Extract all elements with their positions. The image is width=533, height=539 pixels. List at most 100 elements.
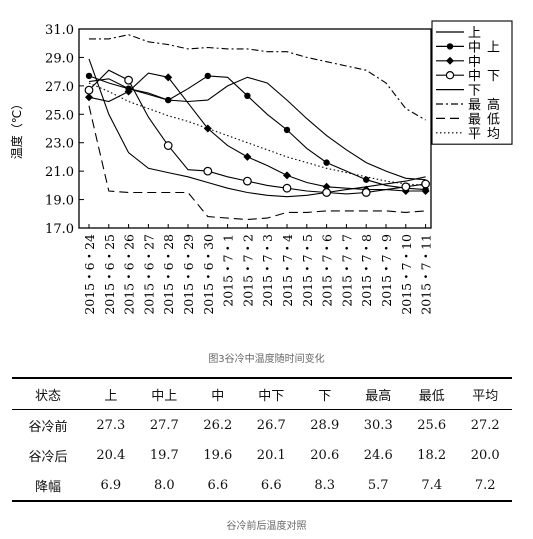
table-cell: 19.7 bbox=[149, 447, 179, 463]
legend-label: 上 bbox=[468, 26, 481, 41]
legend-label: 中上 bbox=[468, 40, 506, 55]
table-cell: 26.2 bbox=[203, 417, 233, 433]
table-header-cell: 状态 bbox=[35, 388, 62, 404]
x-tick-label: 2015・6・25 bbox=[102, 234, 117, 315]
data-point bbox=[282, 183, 292, 193]
table-cell: 20.1 bbox=[256, 447, 286, 463]
legend-marker bbox=[446, 56, 454, 65]
legend-label: 平均 bbox=[468, 127, 506, 142]
x-tick-label: 2015・6・29 bbox=[181, 234, 196, 315]
table-cell: 27.7 bbox=[149, 417, 179, 433]
data-point bbox=[242, 176, 252, 186]
y-tick-label: 17.0 bbox=[45, 222, 74, 237]
data-point bbox=[204, 72, 211, 80]
x-tick-label: 2015・7・7 bbox=[339, 234, 354, 307]
series-line bbox=[88, 75, 426, 191]
table-header-cell: 中下 bbox=[258, 388, 285, 404]
series-line bbox=[88, 69, 426, 195]
data-point bbox=[165, 96, 172, 104]
legend-marker bbox=[445, 70, 455, 80]
table-cell: 27.2 bbox=[470, 417, 500, 433]
data-point bbox=[203, 124, 212, 133]
table-cell: 18.2 bbox=[417, 447, 447, 463]
table-header-cell: 下 bbox=[318, 388, 332, 404]
table-cell: 26.7 bbox=[256, 417, 286, 433]
chart-caption: 图3谷冷中温度随时间变化 bbox=[208, 354, 325, 365]
table-cell: 6.9 bbox=[100, 477, 122, 493]
table-cell: 28.9 bbox=[310, 417, 340, 433]
data-point bbox=[244, 92, 251, 100]
x-tick-label: 2015・7・6 bbox=[320, 234, 335, 307]
table-header-row: 状态 上 中上 中 中下 下 最高 最低 平均 bbox=[12, 378, 512, 410]
table-header-cell: 中上 bbox=[151, 388, 178, 404]
data-point bbox=[361, 188, 371, 197]
table-cell: 7.4 bbox=[421, 477, 443, 493]
y-axis-label: 温度（℃） bbox=[9, 98, 24, 159]
data-point bbox=[124, 75, 134, 85]
data-point bbox=[163, 141, 173, 150]
table-row: 谷冷后 20.4 19.7 19.6 20.1 20.6 24.6 18.2 20.0 bbox=[12, 440, 512, 470]
comparison-table: 状态 上 中上 中 中下 下 最高 最低 平均 谷冷前 27.3 27.7 26.2 26.7 28.9 3… bbox=[12, 377, 512, 502]
data-point bbox=[421, 179, 431, 189]
x-tick-label: 2015・7・2 bbox=[240, 234, 255, 307]
series-line bbox=[88, 82, 426, 186]
x-tick-label: 2015・7・9 bbox=[379, 234, 394, 307]
data-point bbox=[84, 85, 94, 95]
legend-label: 最低 bbox=[468, 112, 506, 127]
table-cell: 20.6 bbox=[310, 447, 340, 463]
x-tick-label: 2015・7・5 bbox=[300, 234, 315, 307]
table-header-cell: 上 bbox=[104, 388, 118, 404]
legend-marker bbox=[446, 43, 454, 50]
data-point bbox=[283, 171, 291, 180]
x-tick-label: 2015・6・27 bbox=[141, 234, 156, 315]
data-point bbox=[243, 152, 252, 161]
y-tick-label: 29.0 bbox=[45, 51, 74, 66]
y-tick-label: 19.0 bbox=[45, 194, 74, 209]
plot-frame bbox=[78, 28, 432, 229]
legend-box bbox=[431, 20, 513, 145]
table-cell: 降幅 bbox=[35, 479, 62, 495]
data-point bbox=[85, 93, 93, 102]
table-cell: 25.6 bbox=[417, 417, 447, 433]
x-tick-label: 2015・6・28 bbox=[161, 234, 176, 315]
series-line bbox=[88, 58, 426, 198]
y-tick-label: 21.0 bbox=[45, 165, 74, 180]
y-tick-label: 23.0 bbox=[45, 137, 74, 152]
x-tick-label: 2015・7・8 bbox=[359, 234, 374, 307]
x-tick-label: 2015・6・30 bbox=[201, 234, 216, 315]
data-point bbox=[283, 126, 291, 134]
table-cell: 8.0 bbox=[153, 477, 175, 493]
table-caption: 谷冷前后温度对照 bbox=[226, 521, 307, 532]
data-point bbox=[401, 182, 411, 192]
x-tick-label: 2015・7・11 bbox=[419, 234, 434, 315]
table-header-cell: 最高 bbox=[365, 388, 392, 404]
series-line bbox=[89, 34, 426, 121]
y-tick-label: 25.0 bbox=[45, 108, 74, 123]
table-cell: 谷冷前 bbox=[28, 419, 68, 435]
data-point bbox=[85, 72, 93, 80]
data-point bbox=[322, 188, 332, 197]
data-point bbox=[421, 187, 430, 196]
table-cell: 20.0 bbox=[470, 447, 500, 463]
x-tick-label: 2015・7・1 bbox=[221, 234, 236, 307]
data-point bbox=[323, 159, 330, 166]
legend-label: 中 bbox=[468, 55, 481, 70]
y-tick-label: 31.0 bbox=[45, 23, 74, 38]
table-cell: 30.3 bbox=[363, 417, 393, 433]
table-header-cell: 中 bbox=[211, 388, 225, 404]
y-tick-label: 27.0 bbox=[45, 80, 74, 95]
table-cell: 27.3 bbox=[96, 417, 126, 433]
table-cell: 8.3 bbox=[314, 477, 336, 493]
x-tick-label: 2015・6・26 bbox=[122, 234, 137, 315]
table-row: 降幅 6.9 8.0 6.6 6.6 8.3 5.7 7.4 7.2 bbox=[12, 470, 512, 501]
table-row: 谷冷前 27.3 27.7 26.2 26.7 28.9 30.3 25.6 27.2 bbox=[12, 410, 512, 441]
legend-label: 最高 bbox=[468, 97, 506, 113]
table-cell: 20.4 bbox=[96, 447, 126, 463]
table-cell: 19.6 bbox=[203, 447, 233, 463]
legend-label: 下 bbox=[468, 84, 481, 99]
data-point bbox=[203, 166, 213, 176]
data-point bbox=[124, 87, 133, 96]
table-cell: 6.6 bbox=[260, 477, 282, 493]
x-tick-label: 2015・7・10 bbox=[399, 234, 414, 315]
